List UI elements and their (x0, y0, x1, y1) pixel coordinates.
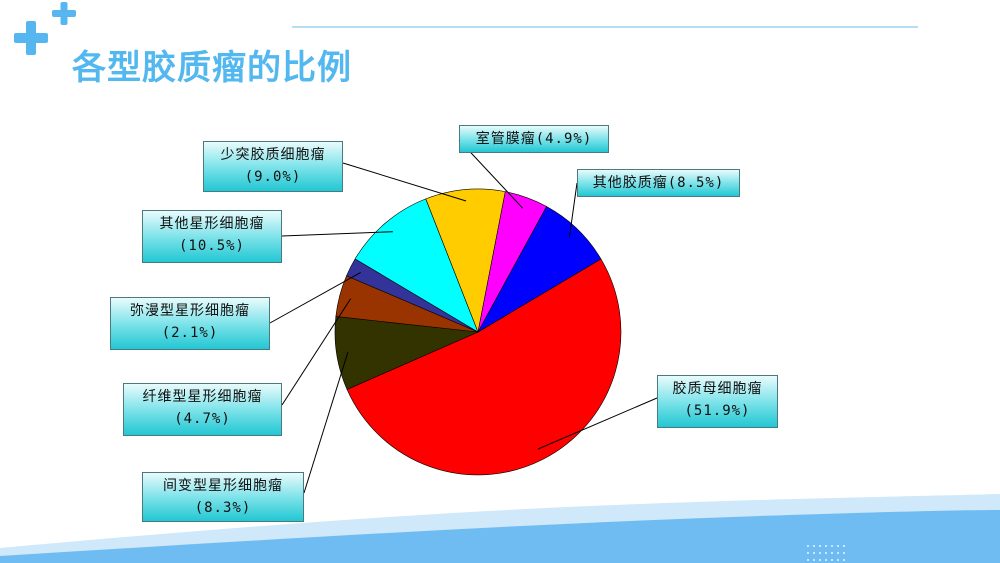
slice-label-percent: (4.9%) (535, 131, 593, 147)
slice-label: 胶质母细胞瘤 (51.9%) (657, 375, 778, 428)
slice-label-percent: (8.3%) (194, 500, 252, 516)
slice-label: 其他胶质瘤(8.5%) (577, 169, 740, 197)
slice-label-name: 胶质母细胞瘤 (672, 381, 763, 397)
bottom-wave-front (0, 510, 1000, 563)
slice-label-percent: (2.1%) (161, 325, 219, 341)
slice-label-percent: (4.7%) (174, 411, 231, 427)
dot-grid (807, 545, 845, 561)
leader-line (303, 351, 349, 494)
plus-icon (14, 21, 48, 55)
slice-label-name: 其他胶质瘤 (592, 175, 668, 191)
slice-label: 其他星形细胞瘤 (10.5%) (142, 210, 282, 263)
slice-label-percent: (10.5%) (178, 238, 245, 254)
slice-label-name: 其他星形细胞瘤 (159, 216, 265, 232)
slice-label-name: 弥漫型星形细胞瘤 (130, 303, 250, 319)
slice-label: 少突胶质细胞瘤 (9.0%) (203, 141, 343, 192)
slide-title: 各型胶质瘤的比例 (72, 48, 352, 88)
pie-slice (346, 258, 622, 476)
slice-label-name: 纤维型星形细胞瘤 (142, 389, 263, 405)
slice-label: 室管膜瘤(4.9%) (459, 125, 609, 153)
pie-slice (425, 188, 506, 334)
slice-label: 纤维型星形细胞瘤 (4.7%) (123, 383, 282, 436)
leader-line (269, 271, 361, 324)
slice-label-name: 间变型星形细胞瘤 (163, 478, 283, 494)
slice-label-percent: (51.9%) (684, 403, 751, 419)
leader-line (568, 182, 578, 238)
leader-line (281, 298, 352, 406)
leader-line (281, 231, 393, 237)
leader-line (342, 162, 467, 202)
plus-icon (52, 2, 76, 25)
leader-line (537, 397, 658, 450)
slice-label-name: 室管膜瘤 (475, 131, 536, 147)
slice-label: 间变型星形细胞瘤 (8.3%) (142, 472, 304, 522)
slice-label-percent: (8.5%) (667, 175, 725, 191)
slice-label-name: 少突胶质细胞瘤 (220, 147, 326, 163)
slice-label: 弥漫型星形细胞瘤 (2.1%) (110, 297, 270, 350)
slice-label-percent: (9.0%) (244, 169, 302, 185)
pie-slice (477, 206, 602, 333)
